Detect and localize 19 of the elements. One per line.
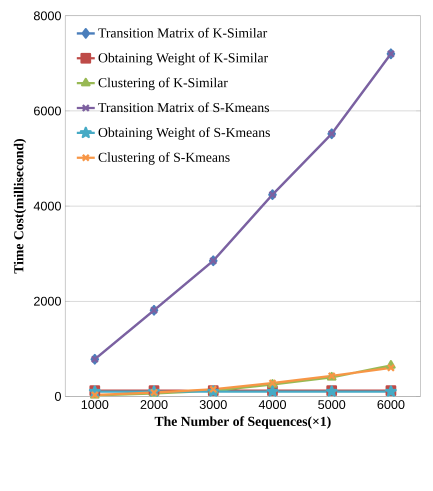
x-tick-label: 6000	[377, 400, 404, 410]
y-tick-label: 6000	[34, 106, 61, 116]
y-tick-label: 8000	[34, 11, 61, 20]
x-tick-label: 3000	[200, 400, 227, 410]
legend-label: Obtaining Weight of S-Kmeans	[98, 127, 270, 140]
x-tick-label: 5000	[318, 400, 346, 410]
x-tick-label: 2000	[140, 400, 168, 410]
x-axis-title: The Number of Sequences(×1)	[154, 416, 331, 429]
y-tick-label: 4000	[34, 202, 61, 211]
legend-label: Transition Matrix of S-Kmeans	[98, 102, 269, 112]
legend-label: Obtaining Weight of K-Similar	[98, 52, 268, 66]
legend-label: Transition Matrix of K-Similar	[98, 28, 268, 38]
y-axis-title: Time Cost(millisecond)	[14, 139, 26, 274]
x-tick-label: 4000	[258, 400, 286, 410]
legend-label: Clustering of K-Similar	[98, 78, 228, 90]
y-tick-label: 0	[54, 392, 61, 401]
x-tick-label: 1000	[82, 400, 108, 410]
legend-label: Clustering of S-Kmeans	[98, 152, 230, 165]
y-tick-label: 2000	[34, 296, 61, 306]
